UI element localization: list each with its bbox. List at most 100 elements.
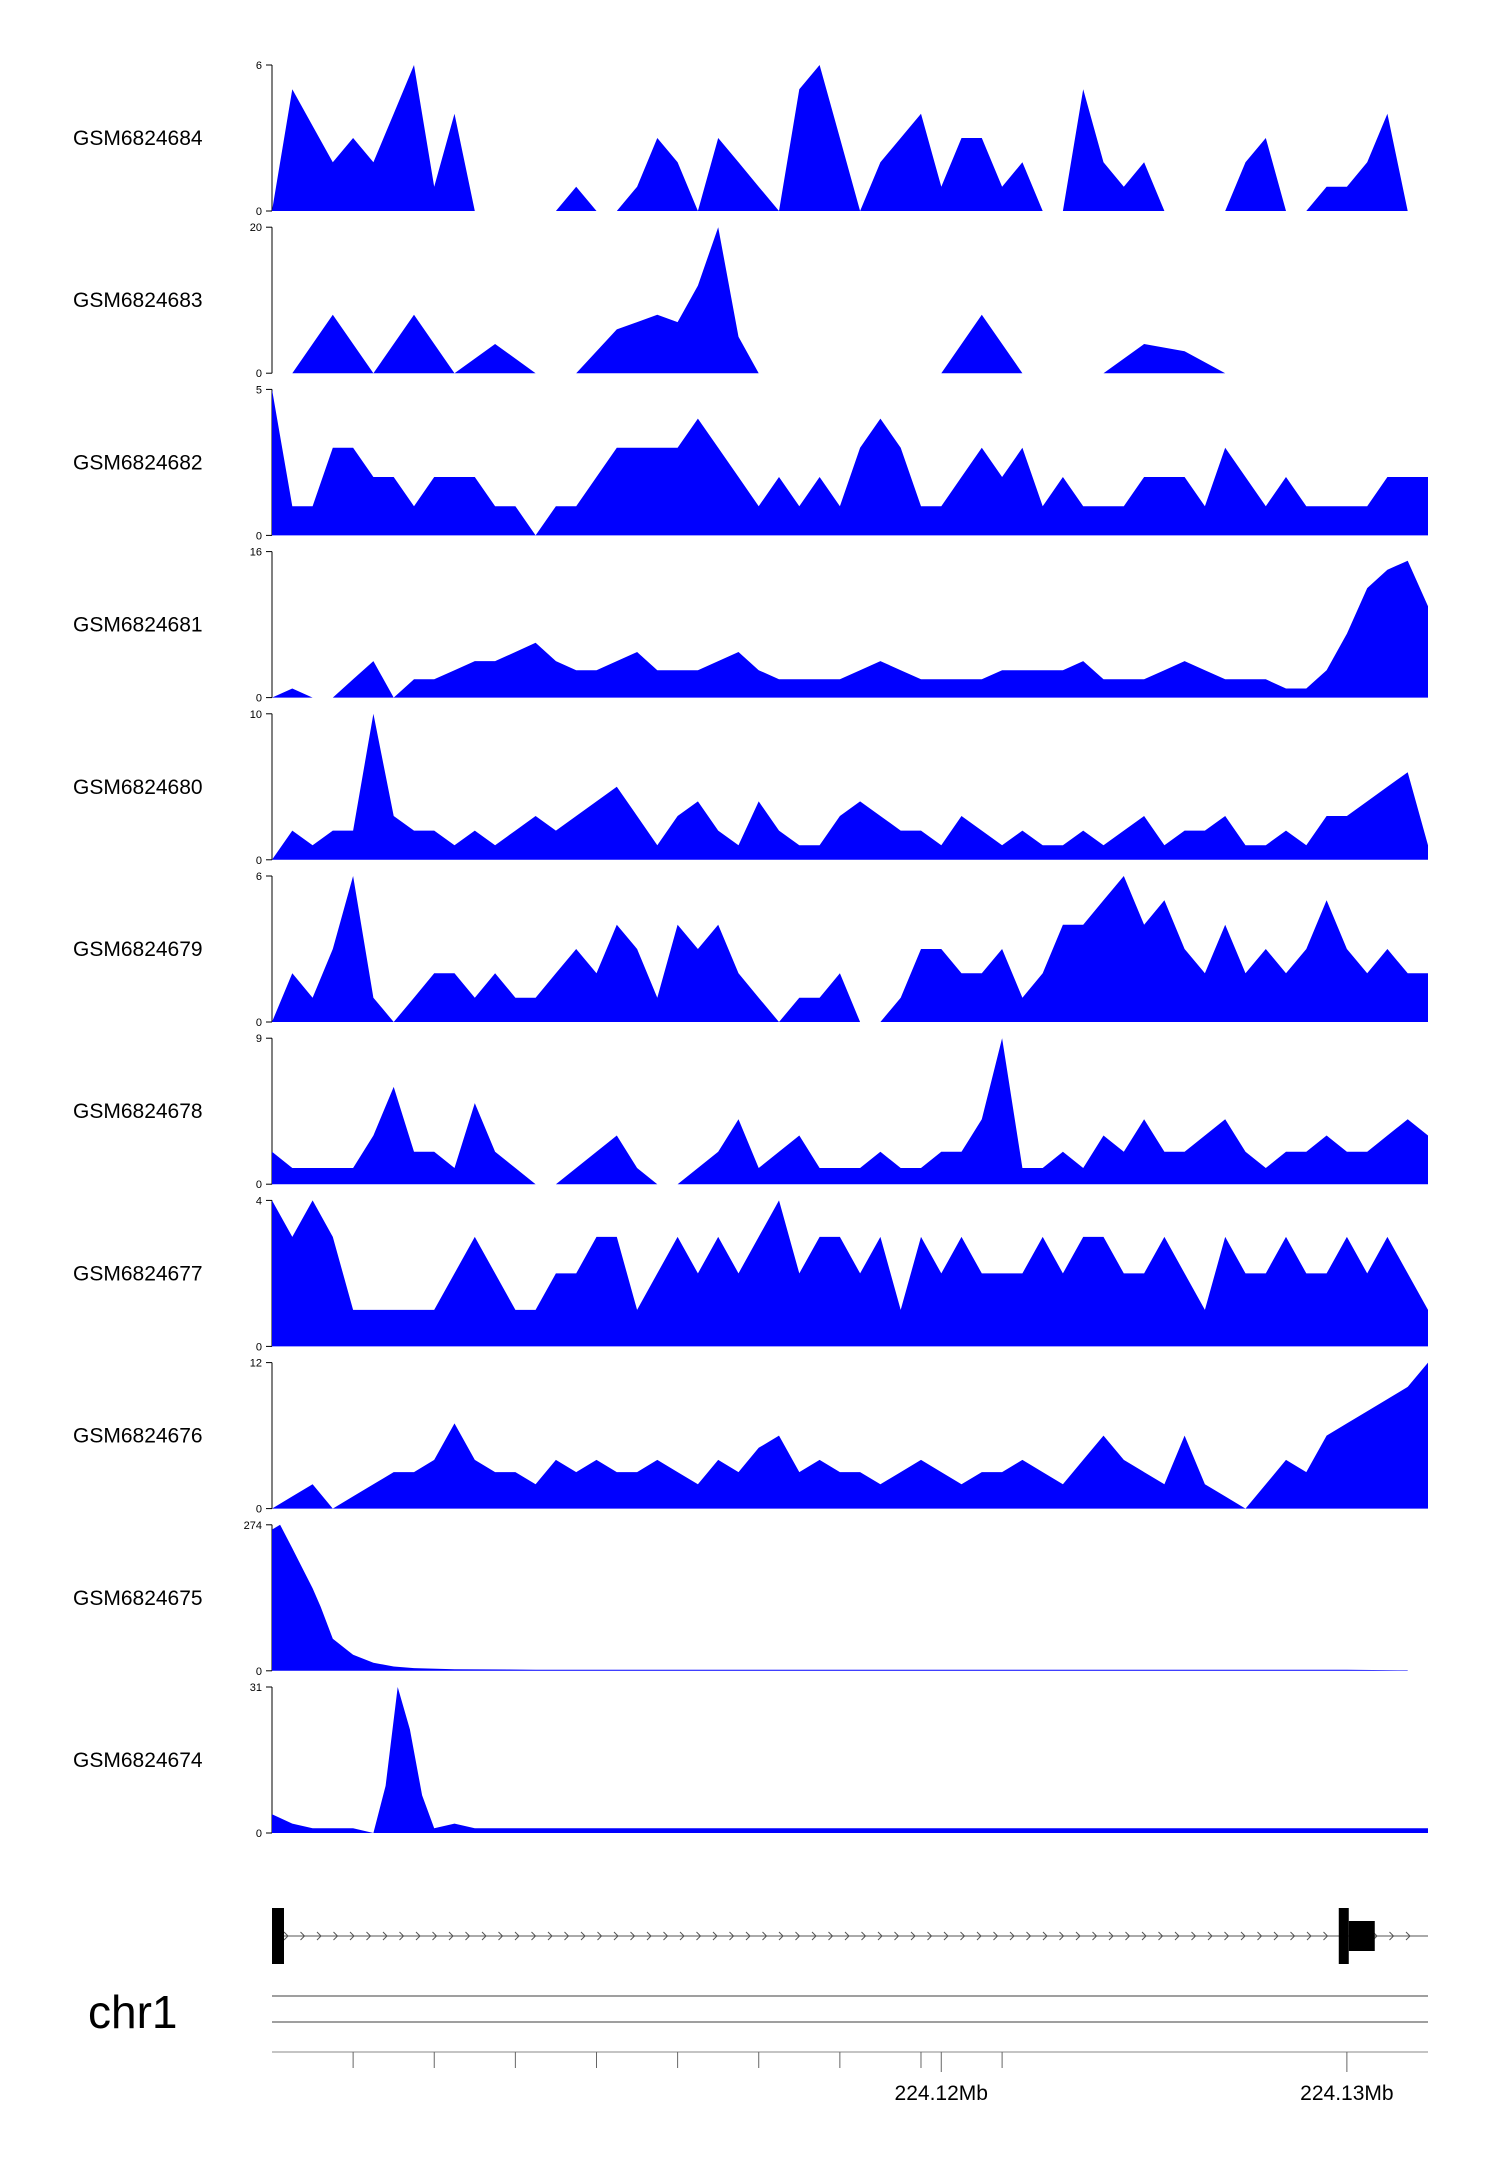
y-min-label: 0	[256, 1828, 262, 1840]
track-label: GSM6824678	[73, 1100, 203, 1123]
strand-arrow	[498, 1931, 504, 1941]
y-min-label: 0	[256, 206, 262, 218]
track: GSM6824681 16 0	[73, 547, 1428, 705]
strand-arrow	[1224, 1931, 1230, 1941]
coverage-area	[272, 713, 1428, 860]
strand-arrow	[1405, 1931, 1411, 1941]
track-label: GSM6824684	[73, 127, 203, 150]
y-max-label: 9	[256, 1033, 262, 1045]
track-label: GSM6824681	[73, 614, 203, 637]
track-label: GSM6824676	[73, 1425, 203, 1448]
strand-arrow	[1323, 1931, 1329, 1941]
strand-arrow	[960, 1931, 966, 1941]
strand-arrow	[300, 1931, 306, 1941]
track-label: GSM6824682	[73, 451, 203, 474]
strand-arrow	[993, 1931, 999, 1941]
exon	[1348, 1921, 1375, 1951]
strand-arrow	[481, 1931, 487, 1941]
coverage-area	[272, 876, 1428, 1022]
strand-arrow	[811, 1931, 817, 1941]
strand-arrow	[1290, 1931, 1296, 1941]
genome-axis: chr1 224.12Mb 224.13Mb	[88, 1986, 1428, 2105]
strand-arrow	[976, 1931, 982, 1941]
coverage-area	[272, 227, 1307, 374]
strand-arrow	[762, 1931, 768, 1941]
chromosome-label: chr1	[88, 1986, 177, 2038]
strand-arrow	[465, 1931, 471, 1941]
y-min-label: 0	[256, 530, 262, 542]
strand-arrow	[1389, 1931, 1395, 1941]
strand-arrow	[1075, 1931, 1081, 1941]
track-label: GSM6824683	[73, 289, 203, 312]
strand-arrow	[1273, 1931, 1279, 1941]
track: GSM6824675 274 0	[73, 1520, 1408, 1678]
strand-arrow	[1042, 1931, 1048, 1941]
strand-arrow	[778, 1931, 784, 1941]
strand-arrow	[1009, 1931, 1015, 1941]
strand-arrow	[547, 1931, 553, 1941]
strand-arrow	[663, 1931, 669, 1941]
coverage-area	[272, 1038, 1428, 1185]
track: GSM6824682 5 0	[73, 384, 1428, 542]
strand-arrow	[828, 1931, 834, 1941]
y-max-label: 4	[256, 1195, 262, 1207]
strand-arrow	[745, 1931, 751, 1941]
coverage-area	[272, 65, 1408, 211]
strand-arrow	[597, 1931, 603, 1941]
track-label: GSM6824675	[73, 1587, 203, 1610]
y-max-label: 12	[250, 1358, 262, 1370]
strand-arrow	[349, 1931, 355, 1941]
strand-arrow	[696, 1931, 702, 1941]
track: GSM6824674 31 0	[73, 1682, 1428, 1840]
strand-arrow	[679, 1931, 685, 1941]
track: GSM6824678 9 0	[73, 1033, 1428, 1191]
strand-arrow	[283, 1931, 289, 1941]
coverage-area	[272, 389, 1428, 536]
y-max-label: 20	[250, 222, 262, 234]
strand-arrow	[448, 1931, 454, 1941]
y-min-label: 0	[256, 1017, 262, 1029]
y-min-label: 0	[256, 1504, 262, 1516]
strand-arrow	[1059, 1931, 1065, 1941]
track: GSM6824680 10 0	[73, 709, 1428, 867]
strand-arrow	[399, 1931, 405, 1941]
y-min-label: 0	[256, 1666, 262, 1678]
y-max-label: 274	[244, 1520, 262, 1532]
exon	[1338, 1908, 1349, 1964]
y-min-label: 0	[256, 1179, 262, 1191]
strand-arrow	[531, 1931, 537, 1941]
strand-arrow	[366, 1931, 372, 1941]
coverage-area	[272, 1687, 1428, 1833]
y-max-label: 6	[256, 60, 262, 72]
strand-arrow	[927, 1931, 933, 1941]
strand-arrow	[316, 1931, 322, 1941]
coverage-area	[272, 1200, 1428, 1347]
strand-arrow	[1108, 1931, 1114, 1941]
strand-arrow	[1174, 1931, 1180, 1941]
strand-arrow	[1240, 1931, 1246, 1941]
strand-arrow	[1092, 1931, 1098, 1941]
track: GSM6824679 6 0	[73, 871, 1428, 1029]
tracks-layer: GSM682468460GSM6824683200GSM682468250GSM…	[73, 60, 1428, 1840]
strand-arrow	[613, 1931, 619, 1941]
strand-arrow	[630, 1931, 636, 1941]
track-label: GSM6824677	[73, 1262, 203, 1285]
strand-arrow	[943, 1931, 949, 1941]
y-min-label: 0	[256, 855, 262, 867]
strand-arrow	[1207, 1931, 1213, 1941]
strand-arrow	[580, 1931, 586, 1941]
strand-arrow	[877, 1931, 883, 1941]
strand-arrow	[1026, 1931, 1032, 1941]
y-min-label: 0	[256, 1341, 262, 1353]
track: GSM6824677 4 0	[73, 1195, 1428, 1353]
gene-model-track	[272, 1908, 1428, 1964]
strand-arrow	[432, 1931, 438, 1941]
strand-arrow	[1191, 1931, 1197, 1941]
y-min-label: 0	[256, 368, 262, 380]
strand-arrow	[333, 1931, 339, 1941]
strand-arrow	[795, 1931, 801, 1941]
y-max-label: 10	[250, 709, 262, 721]
strand-arrow	[382, 1931, 388, 1941]
coverage-area	[272, 1524, 1408, 1671]
